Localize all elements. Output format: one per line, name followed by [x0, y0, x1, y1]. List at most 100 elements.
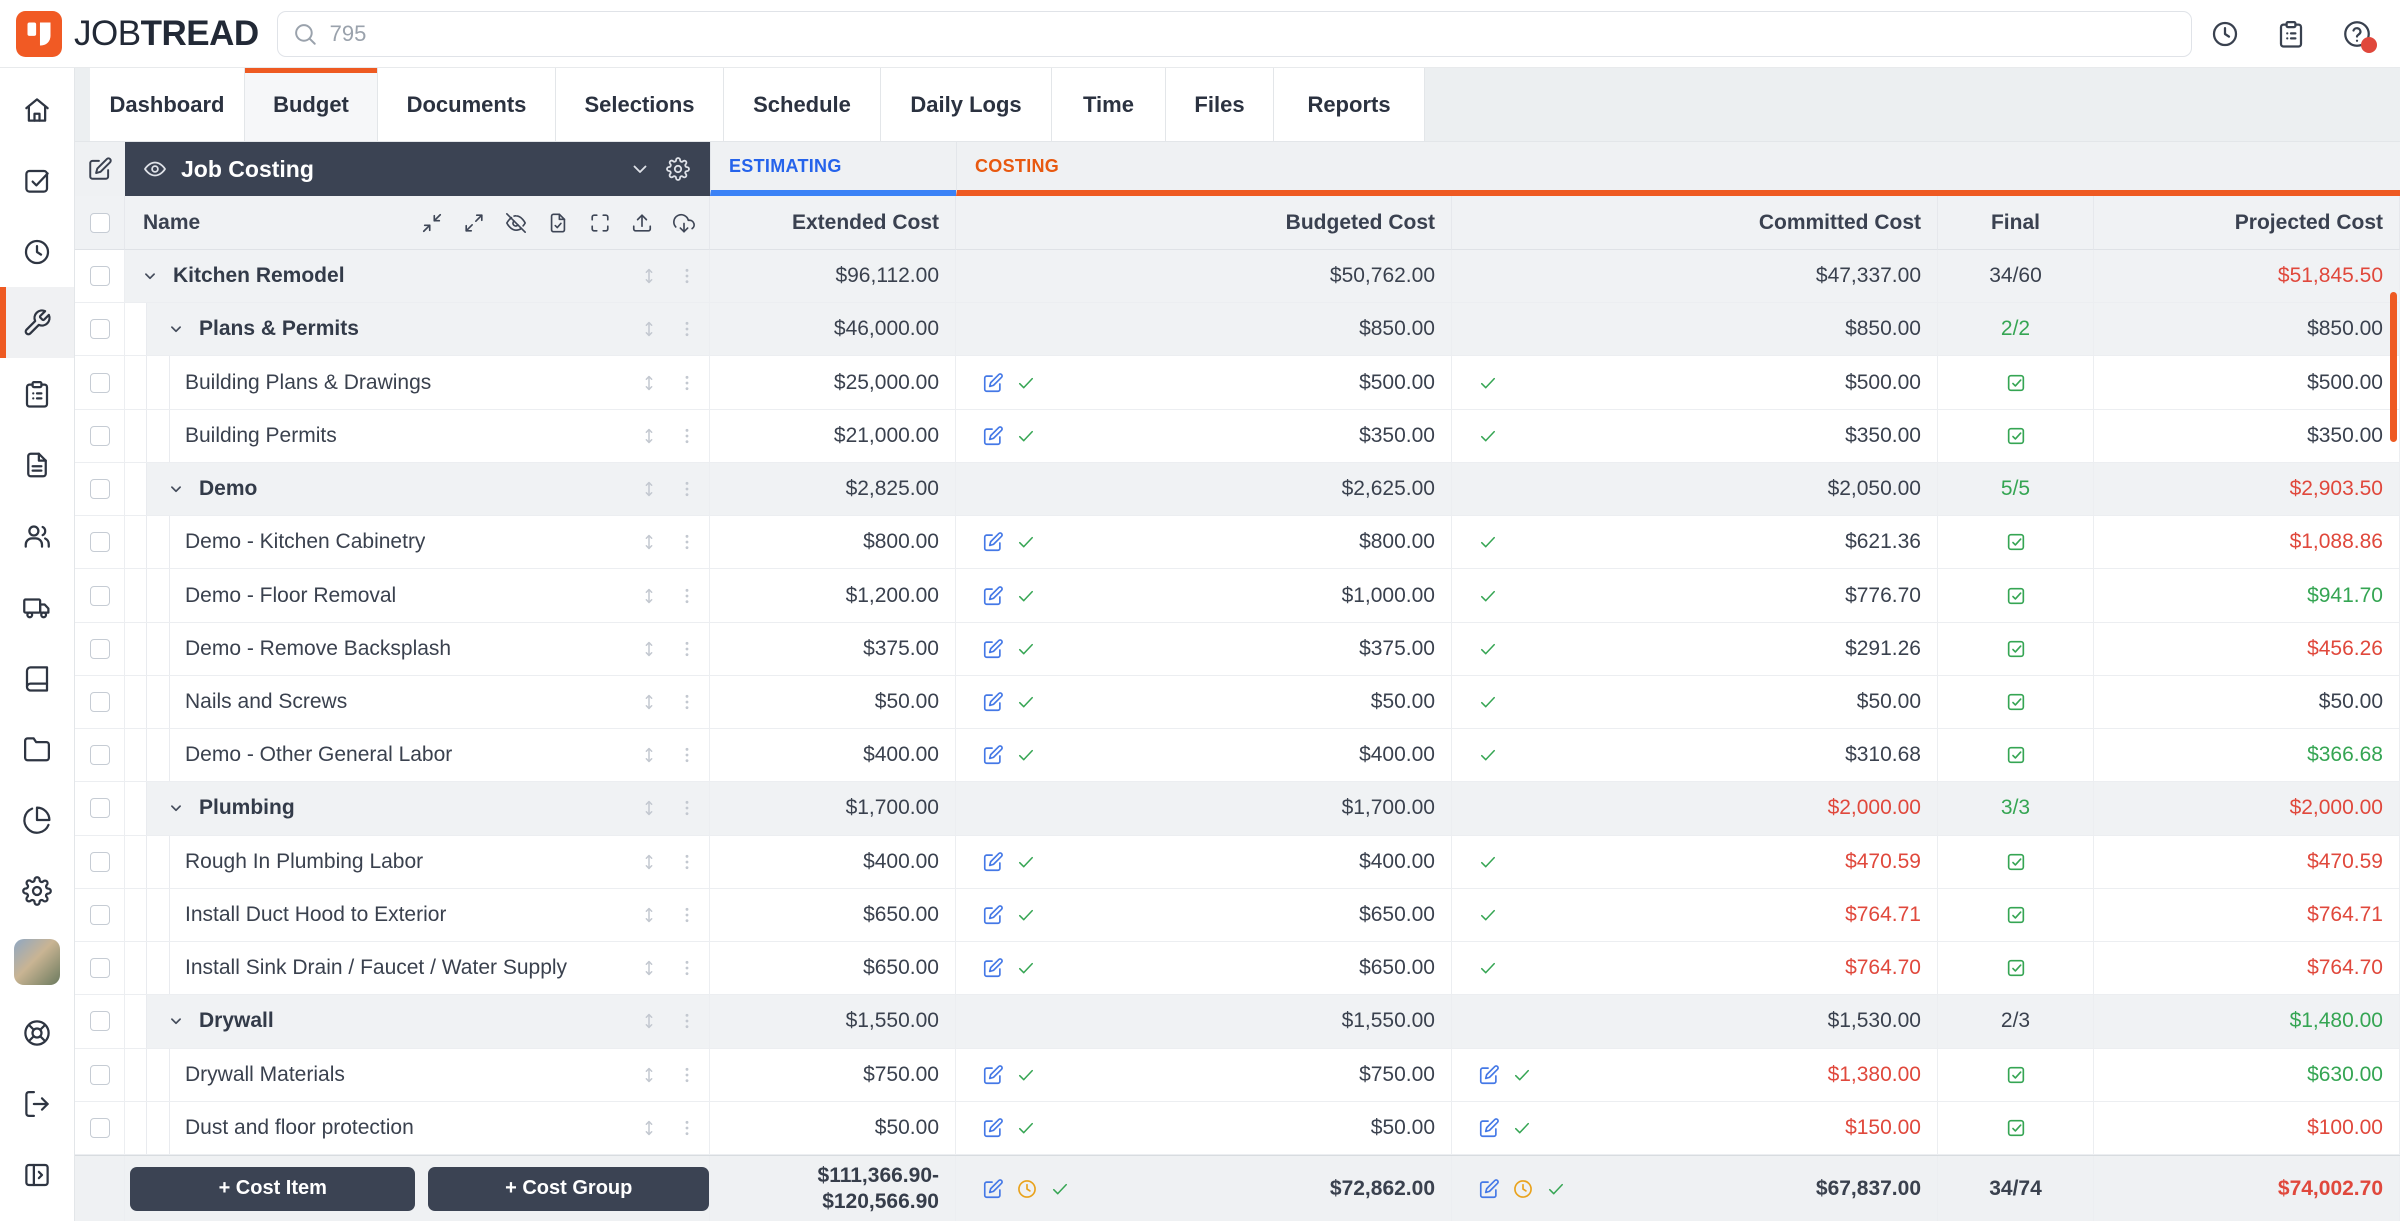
final-check-icon[interactable] [2005, 638, 2027, 660]
tab-budget[interactable]: Budget [245, 68, 378, 141]
drag-handle-icon[interactable] [639, 586, 659, 606]
sidebar-item-logout[interactable] [0, 1068, 74, 1139]
committed-cost-cell[interactable]: $500.00 [1452, 356, 1938, 410]
final-check-icon[interactable] [2005, 851, 2027, 873]
row-name-cell[interactable]: Demo - Kitchen Cabinetry [125, 516, 710, 570]
edit-icon[interactable] [982, 1064, 1004, 1086]
fullscreen-icon[interactable] [589, 212, 611, 234]
sidebar-item-files-folder[interactable] [0, 713, 74, 784]
budgeted-cost-cell[interactable]: $1,700.00 [956, 782, 1452, 836]
row-name-cell[interactable]: Plans & Permits [125, 303, 710, 357]
help-icon[interactable] [2342, 19, 2377, 53]
drag-handle-icon[interactable] [639, 479, 659, 499]
edit-view-icon[interactable] [87, 156, 113, 182]
projected-cost-cell[interactable]: $500.00 [2094, 356, 2400, 410]
chevron-down-icon[interactable] [628, 157, 652, 181]
final-cell[interactable] [1938, 409, 2094, 463]
sidebar-item-reports-pie[interactable] [0, 784, 74, 855]
tasks-clipboard-icon[interactable] [2276, 19, 2306, 49]
tab-documents[interactable]: Documents [378, 68, 556, 141]
sidebar-item-job-tools[interactable] [0, 287, 74, 358]
drag-handle-icon[interactable] [639, 905, 659, 925]
row-checkbox[interactable] [89, 479, 110, 500]
drag-handle-icon[interactable] [639, 798, 659, 818]
projected-cost-header[interactable]: Projected Cost [2094, 196, 2400, 250]
add-cost-group-button[interactable]: + Cost Group [428, 1166, 709, 1211]
edit-icon[interactable] [982, 744, 1004, 766]
row-checkbox[interactable] [89, 585, 110, 606]
search-input[interactable] [327, 19, 2177, 48]
committed-cost-cell[interactable]: $47,337.00 [1452, 250, 1938, 304]
chevron-down-icon[interactable] [167, 480, 185, 498]
final-check-icon[interactable] [2005, 1064, 2027, 1086]
final-cell[interactable]: 5/5 [1938, 462, 2094, 517]
final-cell[interactable]: 2/2 [1938, 303, 2094, 357]
edit-view-gutter[interactable] [75, 142, 125, 196]
final-header[interactable]: Final [1938, 196, 2094, 250]
chevron-down-icon[interactable] [167, 1012, 185, 1030]
global-search[interactable] [276, 10, 2192, 57]
row-name-cell[interactable]: Install Sink Drain / Faucet / Water Supp… [125, 942, 710, 996]
final-check-icon[interactable] [2005, 904, 2027, 926]
committed-cost-cell[interactable]: $1,380.00 [1452, 1048, 1938, 1102]
projected-cost-cell[interactable]: $470.59 [2094, 835, 2400, 889]
row-name-cell[interactable]: Demo - Floor Removal [125, 569, 710, 623]
budgeted-cost-cell[interactable]: $350.00 [956, 409, 1452, 463]
edit-icon[interactable] [982, 1178, 1004, 1200]
projected-cost-cell[interactable]: $764.70 [2094, 942, 2400, 996]
row-checkbox[interactable] [89, 372, 110, 393]
projected-cost-cell[interactable]: $350.00 [2094, 409, 2400, 463]
add-cost-item-button[interactable]: + Cost Item [130, 1166, 416, 1211]
sidebar-item-time[interactable] [0, 216, 74, 287]
row-menu-icon[interactable] [677, 319, 697, 339]
tab-time[interactable]: Time [1052, 68, 1166, 141]
extended-cost-cell[interactable]: $96,112.00 [710, 250, 956, 304]
final-check-icon[interactable] [2005, 744, 2027, 766]
tab-daily-logs[interactable]: Daily Logs [881, 68, 1052, 141]
extended-cost-cell[interactable]: $1,550.00 [710, 995, 956, 1049]
drag-handle-icon[interactable] [639, 1118, 659, 1138]
committed-cost-cell[interactable]: $2,050.00 [1452, 462, 1938, 517]
final-cell[interactable]: 34/60 [1938, 250, 2094, 304]
extended-cost-cell[interactable]: $650.00 [710, 888, 956, 943]
row-menu-icon[interactable] [677, 266, 697, 286]
tab-reports[interactable]: Reports [1274, 68, 1425, 141]
extended-cost-header[interactable]: Extended Cost [710, 196, 956, 250]
drag-handle-icon[interactable] [639, 373, 659, 393]
section-tab-costing[interactable]: COSTING [956, 142, 2400, 196]
view-settings-gear-icon[interactable] [666, 157, 690, 181]
edit-icon[interactable] [982, 372, 1004, 394]
committed-cost-cell[interactable]: $150.00 [1452, 1101, 1938, 1155]
row-name-cell[interactable]: Nails and Screws [125, 675, 710, 730]
projected-cost-cell[interactable]: $2,000.00 [2094, 782, 2400, 836]
chevron-down-icon[interactable] [141, 267, 159, 285]
extended-cost-cell[interactable]: $650.00 [710, 942, 956, 996]
extended-cost-cell[interactable]: $375.00 [710, 622, 956, 676]
drag-handle-icon[interactable] [639, 745, 659, 765]
budgeted-cost-cell[interactable]: $2,625.00 [956, 462, 1452, 517]
extended-cost-cell[interactable]: $800.00 [710, 516, 956, 570]
budgeted-cost-cell[interactable]: $650.00 [956, 888, 1452, 943]
final-check-icon[interactable] [2005, 691, 2027, 713]
final-cell[interactable] [1938, 888, 2094, 943]
row-checkbox[interactable] [89, 1117, 110, 1138]
row-menu-icon[interactable] [677, 586, 697, 606]
drag-handle-icon[interactable] [639, 1011, 659, 1031]
budgeted-cost-cell[interactable]: $400.00 [956, 729, 1452, 783]
final-check-icon[interactable] [2005, 531, 2027, 553]
projected-cost-cell[interactable]: $51,845.50 [2094, 250, 2400, 304]
committed-cost-cell[interactable]: $50.00 [1452, 675, 1938, 730]
chevron-down-icon[interactable] [167, 799, 185, 817]
final-cell[interactable] [1938, 569, 2094, 623]
projected-cost-cell[interactable]: $100.00 [2094, 1101, 2400, 1155]
extended-cost-cell[interactable]: $400.00 [710, 835, 956, 889]
sidebar-item-documents[interactable] [0, 429, 74, 500]
row-menu-icon[interactable] [677, 1011, 697, 1031]
projected-cost-cell[interactable]: $50.00 [2094, 675, 2400, 730]
edit-icon[interactable] [982, 1117, 1004, 1139]
row-menu-icon[interactable] [677, 798, 697, 818]
edit-icon[interactable] [982, 425, 1004, 447]
row-checkbox[interactable] [89, 958, 110, 979]
drag-handle-icon[interactable] [639, 532, 659, 552]
budgeted-cost-cell[interactable]: $375.00 [956, 622, 1452, 676]
